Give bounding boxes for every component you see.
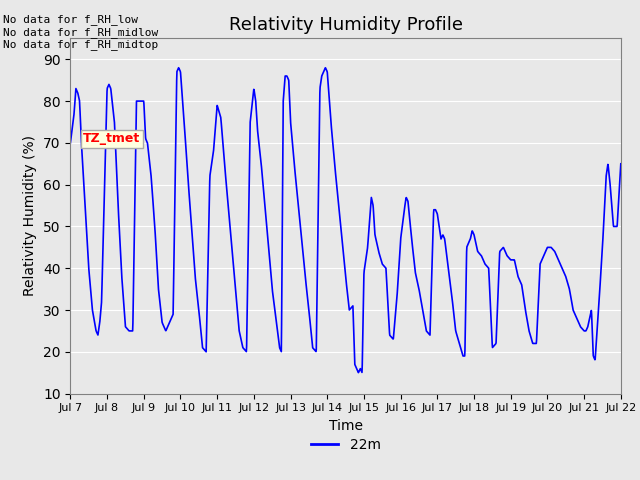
Y-axis label: Relativity Humidity (%): Relativity Humidity (%) <box>24 135 38 297</box>
Title: Relativity Humidity Profile: Relativity Humidity Profile <box>228 16 463 34</box>
Text: TZ_tmet: TZ_tmet <box>83 132 140 145</box>
Legend: 22m: 22m <box>305 432 386 458</box>
Text: No data for f_RH_low
No data for f_RH_midlow
No data for f_RH_midtop: No data for f_RH_low No data for f_RH_mi… <box>3 14 159 50</box>
X-axis label: Time: Time <box>328 419 363 433</box>
